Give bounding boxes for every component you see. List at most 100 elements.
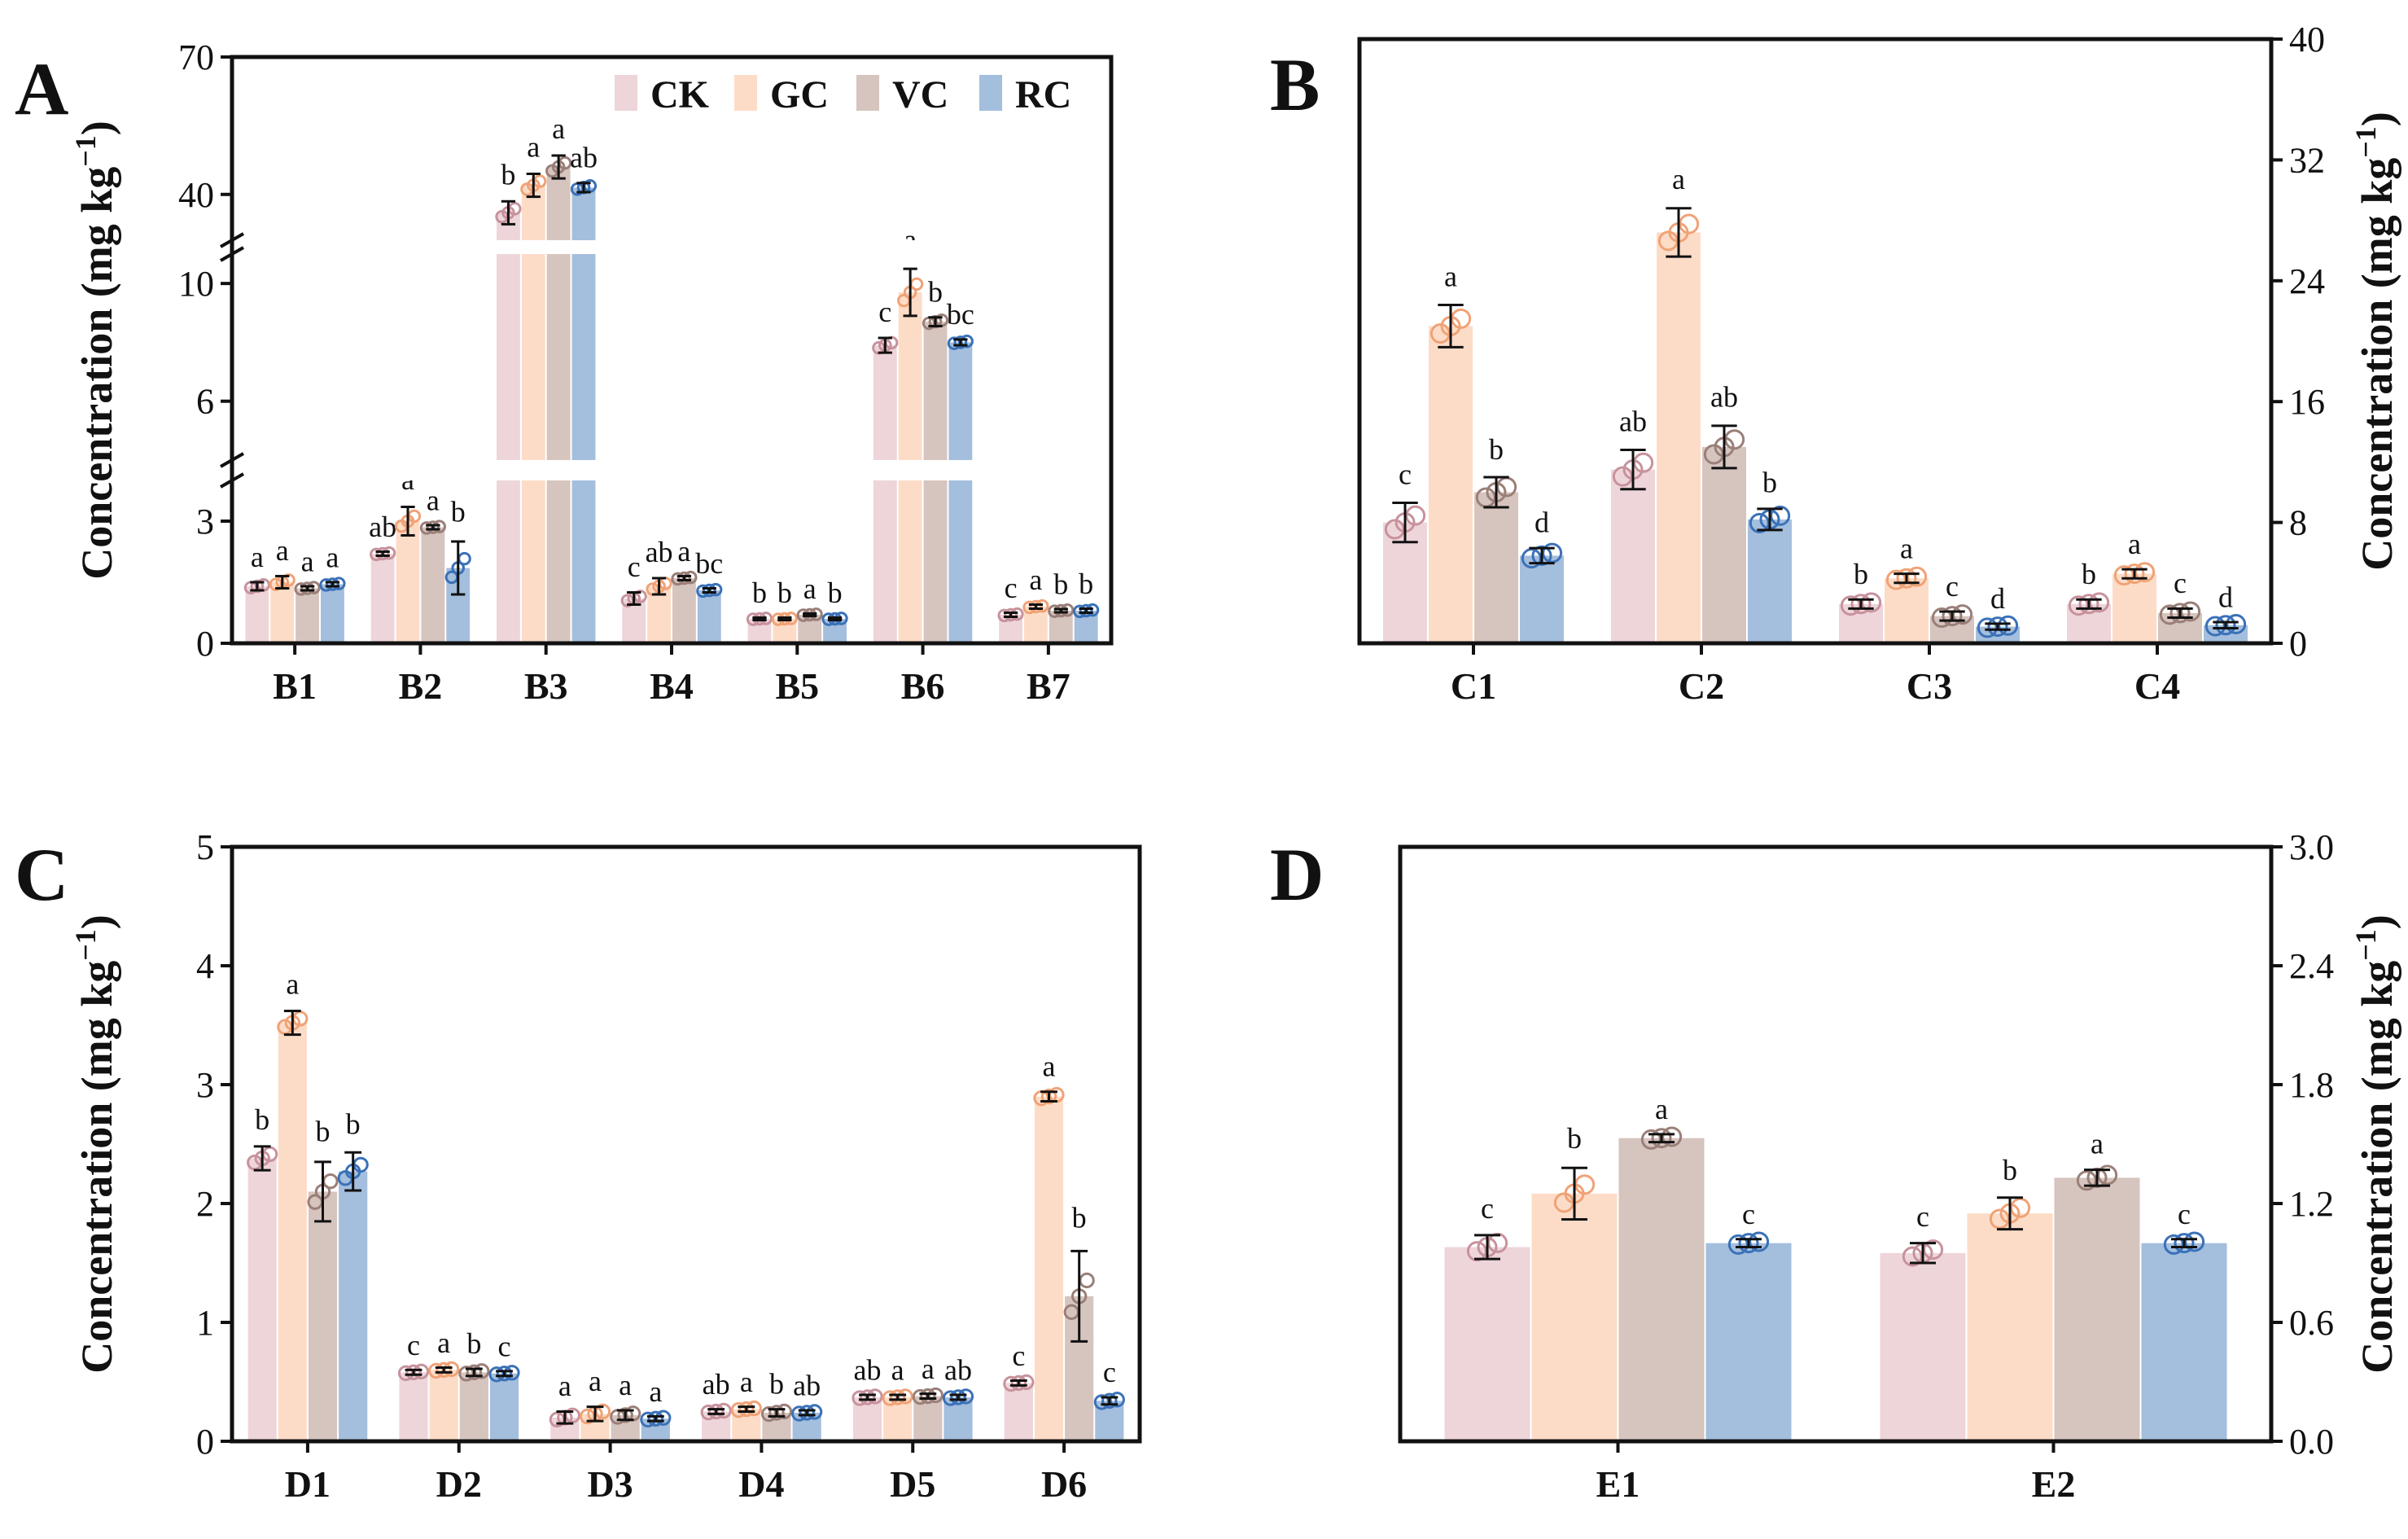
sig-label: a (2128, 528, 2141, 560)
sig-label: b (777, 577, 792, 609)
y-tick-label: 16 (2289, 382, 2325, 422)
panel-d: c b a c c b a c 0.0 0.6 1.2 1.8 2.4 3.0 E1 E2 Concentrat… (1270, 827, 2401, 1505)
data-point (1902, 1246, 1923, 1267)
y-tick-label: 0 (196, 624, 214, 664)
sig-label: a (1029, 563, 1042, 596)
data-point (1679, 213, 1700, 235)
sig-label: c (407, 1329, 420, 1361)
y-tick-label: 8 (2289, 503, 2307, 543)
data-point (1451, 308, 1472, 329)
data-point (2068, 595, 2089, 616)
x-tick-label: D6 (1041, 1463, 1087, 1505)
data-point (1952, 604, 1973, 625)
sig-label: a (2091, 1128, 2104, 1160)
bar-c-d2-gc (429, 1370, 458, 1441)
sig-label: b (2082, 558, 2096, 590)
sig-label: a (1900, 533, 1913, 565)
sig-label: c (2178, 1198, 2191, 1230)
bar-a-b6-ck (873, 345, 897, 643)
sig-label: c (628, 550, 641, 583)
data-point (466, 1364, 483, 1380)
sig-label: c (498, 1330, 511, 1362)
x-tick-label: D1 (285, 1463, 331, 1505)
bar-d-e1-ck (1444, 1247, 1530, 1441)
sig-label: a (326, 542, 339, 574)
data-point (458, 551, 471, 566)
data-point (2184, 1231, 2205, 1252)
sig-label: a (1655, 1093, 1668, 1125)
sig-label: ab (854, 1353, 882, 1386)
y-tick-label: 70 (178, 37, 214, 77)
x-tick-label: B2 (399, 665, 443, 707)
bar-a-b1-ck (245, 586, 269, 643)
bar-a-b4-vc (672, 578, 696, 643)
bar-b-c2-ck (1611, 469, 1655, 643)
y-tick-label: 1 (196, 1303, 214, 1343)
sig-label: c (1005, 572, 1018, 604)
panel-letter-b: B (1270, 43, 1320, 126)
sig-label: c (1742, 1198, 1755, 1230)
bar-a-b6-vc (923, 322, 948, 643)
data-point (2124, 563, 2145, 585)
bar-d-e2-gc (1967, 1213, 2053, 1441)
data-point (1429, 323, 1451, 344)
bar-b-c3-gc (1885, 578, 1929, 643)
data-point (1942, 606, 1963, 627)
sig-label: a (1043, 1050, 1056, 1083)
data-point (1987, 616, 2008, 638)
y-tick-label: 32 (2289, 140, 2325, 180)
sig-label: a (527, 131, 540, 164)
data-point (1531, 545, 1552, 566)
sig-label: b (828, 577, 843, 609)
bar-b-c1-gc (1429, 326, 1473, 643)
data-point (1770, 505, 1791, 526)
data-point (2174, 1233, 2195, 1254)
data-point (1079, 1272, 1095, 1289)
data-point (1907, 566, 1928, 587)
y-tick-label: 0 (2289, 624, 2307, 664)
x-tick-label: C3 (1907, 665, 1952, 707)
bar-c-d2-rc (489, 1373, 519, 1441)
sig-label: c (1103, 1356, 1116, 1388)
panel-a: aaaaabaabbaaabcababcbbabcabbccabb0361040… (15, 37, 1114, 707)
x-tick-label: E1 (1596, 1463, 1640, 1505)
sig-label: b (1079, 568, 1093, 600)
bar-d-e1-rc (1705, 1243, 1792, 1441)
data-point (1574, 1174, 1596, 1195)
sig-label: a (922, 1353, 935, 1385)
axis-break-gap (234, 240, 1110, 254)
data-point (2226, 613, 2247, 634)
x-tick-label: D5 (890, 1463, 935, 1505)
y-tick-label: 4 (196, 946, 214, 986)
bar-a-b1-rc (321, 584, 344, 643)
plot-frame (230, 844, 1142, 1444)
x-tick-label: C4 (2134, 665, 2180, 707)
bar-d-e2-vc (2054, 1177, 2140, 1441)
axis-break-gap (234, 460, 1110, 480)
bar-d-e2-rc (2141, 1243, 2227, 1441)
legend-label-rc: RC (1015, 73, 1071, 116)
y-tick-label: 40 (178, 175, 214, 215)
plot-frame (1357, 37, 2274, 646)
data-point (1861, 592, 1882, 613)
data-point (1640, 1129, 1662, 1150)
data-point (1384, 519, 1405, 540)
x-tick-label: B3 (524, 665, 568, 707)
sig-label: b (346, 1108, 361, 1141)
sig-label: b (466, 1327, 481, 1360)
data-point (920, 1388, 936, 1405)
legend-label-ck: CK (650, 73, 709, 116)
sig-label: b (451, 496, 466, 528)
legend: CK GC VC RC (615, 73, 1071, 116)
data-point (909, 277, 924, 292)
sig-label: a (427, 484, 440, 517)
sig-label: b (316, 1116, 331, 1148)
sig-label: b (1053, 568, 1068, 601)
data-point (426, 520, 440, 534)
bar-b-c1-rc (1520, 555, 1564, 643)
y-tick-label: 0.6 (2289, 1303, 2334, 1343)
x-tick-label: D4 (738, 1463, 784, 1505)
bar-a-b4-gc (647, 586, 671, 643)
